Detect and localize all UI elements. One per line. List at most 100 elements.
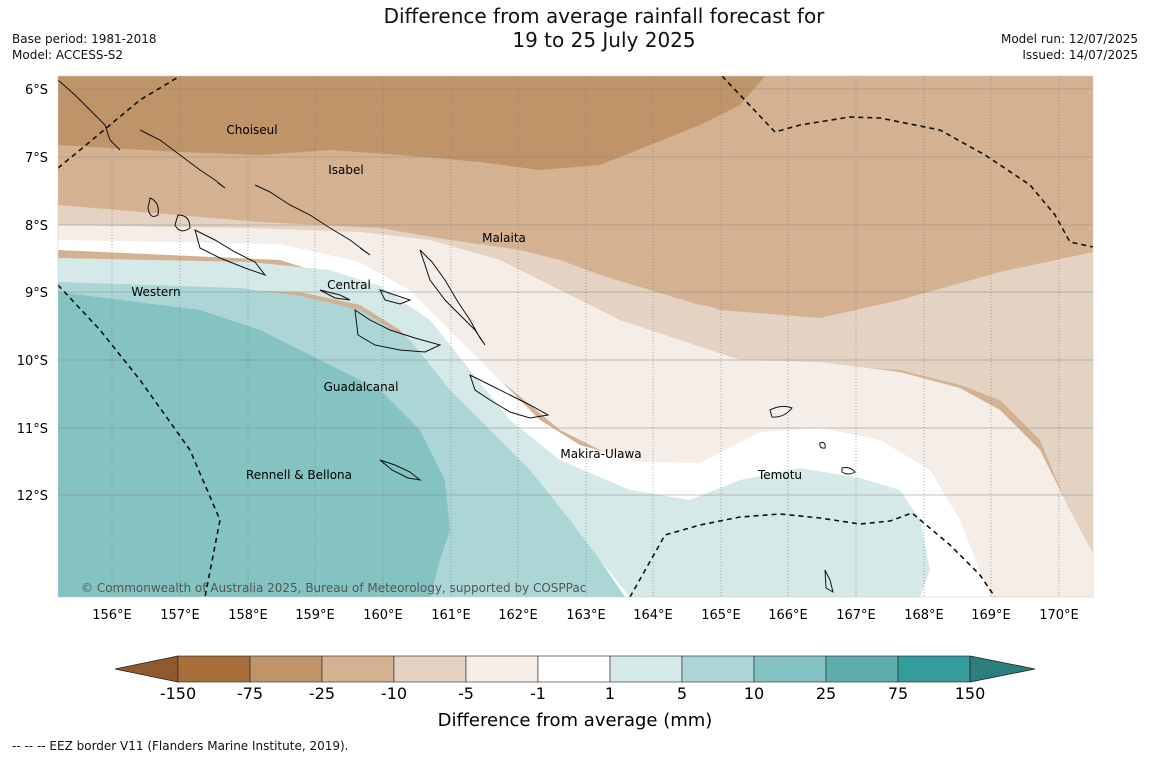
lon-label: 169°E: [971, 608, 1011, 623]
region-label: Temotu: [757, 468, 802, 482]
coast-choiseul: [139, 129, 226, 189]
colorbar-tick-label: 5: [677, 684, 687, 703]
title-line-2: 19 to 25 July 2025: [512, 28, 696, 52]
region-label: Makira-Ulawa: [560, 447, 641, 461]
coast-santa-cruz: [769, 405, 793, 418]
region-label: Rennell & Bellona: [246, 468, 352, 482]
lon-label: 163°E: [566, 608, 606, 623]
region-label: Choiseul: [226, 123, 277, 137]
colorbar-tick-label: -5: [458, 684, 474, 703]
coastlines: [58, 79, 856, 594]
colorbar-tick-label: 150: [955, 684, 986, 703]
base-period: Base period: 1981-2018: [12, 32, 157, 46]
eez-border-nw: [58, 76, 181, 169]
colorbar-tick-label: 10: [744, 684, 764, 703]
lon-label: 156°E: [92, 608, 132, 623]
colorbar-tick-label: -10: [381, 684, 407, 703]
model-run-date: Model run: 12/07/2025: [1000, 32, 1138, 46]
colorbar-segment: [537, 655, 611, 683]
coast-isabel: [254, 184, 371, 256]
coast-bougainville: [58, 79, 121, 151]
colorbar-segment: [465, 655, 539, 683]
lon-label: 157°E: [160, 608, 200, 623]
issued-date: Issued: 14/07/2025: [1022, 48, 1138, 62]
eez-footnote: -- -- -- EEZ border V11 (Flanders Marine…: [12, 739, 349, 753]
colorbar-segment: [321, 655, 395, 683]
coast-vanikoro-north: [819, 442, 826, 449]
colorbar-segment: [249, 655, 323, 683]
colorbar-segment: [753, 655, 827, 683]
lon-label: 161°E: [431, 608, 471, 623]
region-labels: Choiseul Isabel Malaita Western Central Guada…: [131, 123, 802, 482]
region-label: Guadalcanal: [324, 380, 399, 394]
colorbar-tick-label: -25: [309, 684, 335, 703]
lat-label: 9°S: [25, 286, 48, 301]
coast-kolombangara: [174, 214, 191, 232]
lat-label: 12°S: [17, 489, 48, 504]
colorbar-tick-label: -75: [237, 684, 263, 703]
lon-label: 168°E: [904, 608, 944, 623]
model-info: Base period: 1981-2018 Model: ACCESS-S2: [12, 31, 157, 63]
field-1-to-5: [58, 258, 930, 597]
field-minus-5: [58, 225, 1093, 597]
lon-label: 170°E: [1039, 608, 1079, 623]
region-label: Central: [327, 278, 371, 292]
colorbar-tick-label: 75: [888, 684, 908, 703]
colorbar-segment: [825, 655, 899, 683]
title-line-1: Difference from average rainfall forecas…: [383, 4, 825, 28]
lat-label: 11°S: [17, 422, 48, 437]
region-label: Malaita: [482, 231, 526, 245]
coast-florida: [379, 289, 412, 305]
colorbar-segment: [681, 655, 755, 683]
coast-new-georgia: [194, 229, 267, 277]
colorbar-tick-label: -1: [530, 684, 546, 703]
coast-guadalcanal: [354, 308, 442, 353]
colorbar-tick-label: -150: [160, 684, 196, 703]
colorbar-segment: [177, 655, 251, 683]
lon-label: 160°E: [363, 608, 403, 623]
colorbar-label: Difference from average (mm): [438, 710, 713, 731]
coast-makira: [469, 374, 550, 419]
lon-label: 165°E: [701, 608, 741, 623]
colorbar-segment: [609, 655, 683, 683]
chart-title: Difference from average rainfall forecas…: [0, 4, 1150, 52]
lat-label: 6°S: [25, 83, 48, 98]
lon-label: 159°E: [295, 608, 335, 623]
lon-label: 167°E: [836, 608, 876, 623]
colorbar: -150 -75 -25 -10 -5 -1 1 5 10 25 75 150: [114, 655, 1036, 703]
rainfall-anomaly-fields: [58, 76, 1093, 597]
model-name: Model: ACCESS-S2: [12, 48, 124, 62]
colorbar-extend-high: [969, 655, 1036, 683]
longitude-labels: 156°E 157°E 158°E 159°E 160°E 161°E 162°E 163°E…: [92, 608, 1079, 623]
latitude-labels: 6°S 7°S 8°S 9°S 10°S 11°S 12°S: [17, 83, 48, 504]
region-label: Western: [131, 285, 180, 299]
colorbar-segment: [897, 655, 971, 683]
colorbar-tick-label: 25: [816, 684, 836, 703]
lat-label: 7°S: [25, 151, 48, 166]
lat-label: 8°S: [25, 219, 48, 234]
field-minus-75: [58, 76, 765, 170]
coast-malaita: [419, 249, 486, 346]
map-frame: [57, 75, 1094, 598]
colorbar-tick-label: 1: [605, 684, 615, 703]
coast-vella: [147, 197, 159, 217]
coast-utupua: [841, 467, 856, 475]
lat-label: 10°S: [17, 354, 48, 369]
eez-border-sw: [58, 284, 221, 597]
lon-label: 158°E: [228, 608, 268, 623]
run-info: Model run: 12/07/2025 Issued: 14/07/2025: [1001, 31, 1138, 63]
map-gridlines: [58, 76, 1093, 597]
coast-russell: [319, 289, 351, 301]
lon-label: 162°E: [498, 608, 538, 623]
lon-label: 164°E: [633, 608, 673, 623]
coast-vanikoro: [824, 569, 834, 594]
eez-border-se: [629, 512, 996, 597]
copyright-notice: © Commonwealth of Australia 2025, Bureau…: [81, 581, 586, 595]
region-label: Isabel: [328, 163, 363, 177]
coast-rennell: [379, 459, 422, 481]
colorbar-extend-low: [114, 655, 179, 683]
lon-label: 166°E: [768, 608, 808, 623]
eez-borders: [58, 76, 1093, 597]
field-10-to-25: [58, 292, 450, 597]
